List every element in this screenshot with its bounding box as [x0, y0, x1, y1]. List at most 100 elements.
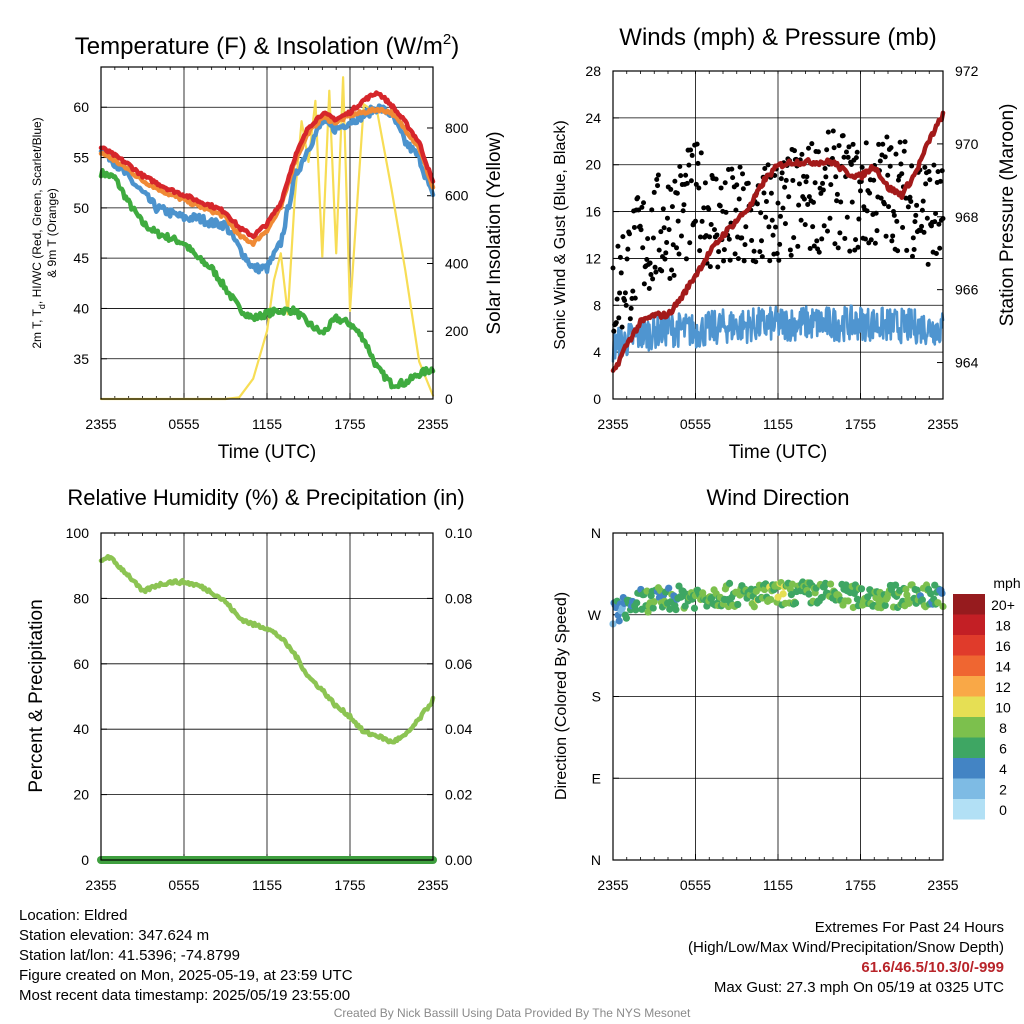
direction-point — [665, 584, 673, 592]
gust-point — [895, 248, 901, 254]
gust-point — [782, 221, 788, 227]
gust-point — [908, 198, 914, 204]
gust-point — [814, 238, 820, 244]
gust-point — [801, 196, 807, 202]
gust-point — [721, 258, 727, 264]
y-tick-label: N — [591, 525, 601, 541]
gust-point — [751, 248, 757, 254]
gust-point — [740, 171, 746, 177]
gust-point — [792, 148, 797, 154]
gust-point — [681, 202, 687, 208]
gust-point — [653, 269, 659, 275]
gust-point — [664, 215, 670, 221]
gust-point — [796, 202, 802, 208]
nine-m-temperature-line — [98, 106, 436, 247]
gust-point — [722, 180, 728, 186]
gust-point — [924, 215, 930, 221]
gust-point — [773, 224, 779, 230]
gust-point — [891, 212, 897, 218]
y-axis-label: Sonic Wind & Gust (Blue, Black) — [552, 120, 569, 349]
gust-point — [799, 151, 805, 157]
gust-point — [836, 143, 842, 149]
gust-point — [759, 254, 765, 260]
extremes-panel: Extremes For Past 24 Hours (High/Low/Max… — [688, 918, 1004, 998]
gust-point — [759, 238, 764, 244]
gust-point — [622, 290, 628, 296]
gust-point — [864, 208, 870, 214]
gust-point — [717, 203, 723, 209]
colorbar-label: 12 — [995, 679, 1011, 695]
gust-point — [647, 260, 653, 266]
gust-point — [807, 245, 813, 251]
gust-point — [652, 264, 658, 270]
colorbar-swatch — [953, 696, 985, 717]
gust-point — [619, 324, 625, 330]
gust-point — [695, 160, 701, 166]
gust-point — [767, 258, 773, 264]
y2-tick-label: 800 — [445, 120, 469, 136]
gust-point — [838, 199, 844, 205]
gust-point — [852, 247, 858, 253]
gust-point — [843, 149, 849, 155]
colorbar-swatch — [953, 778, 985, 799]
gust-point — [887, 163, 893, 169]
y2-tick-label: 0.08 — [445, 590, 472, 606]
x-tick-label: 1155 — [252, 877, 282, 893]
gust-point — [614, 296, 620, 302]
gust-point — [674, 245, 680, 251]
y2-tick-label: 0.04 — [445, 721, 472, 737]
x-tick-label: 2355 — [597, 416, 628, 432]
x-tick-label: 2355 — [85, 877, 116, 893]
y-tick-label: S — [592, 689, 601, 705]
gust-point — [683, 256, 689, 262]
colorbar-label: 18 — [995, 618, 1011, 634]
gust-point — [854, 149, 860, 155]
direction-point — [934, 599, 942, 607]
x-tick-label: 1155 — [763, 416, 793, 432]
gust-point — [886, 204, 892, 210]
y-label-part: , HI/WC (Red, Green, Scarlet/Blue) — [30, 117, 44, 304]
gust-point — [631, 224, 637, 230]
gust-point — [736, 196, 742, 202]
gust-point — [936, 221, 942, 227]
gust-point — [663, 250, 669, 256]
gust-point — [734, 182, 740, 188]
gust-point — [735, 256, 741, 262]
x-axis-label: Time (UTC) — [218, 442, 317, 463]
direction-point — [767, 595, 775, 604]
gust-point — [897, 139, 903, 145]
gust-point — [627, 316, 633, 322]
colorbar-label: 0 — [999, 802, 1007, 818]
gust-point — [668, 186, 674, 192]
direction-point — [918, 596, 926, 604]
gust-point — [623, 302, 629, 308]
gust-point — [675, 218, 681, 224]
colorbar-swatch — [953, 614, 985, 635]
gust-point — [616, 315, 622, 321]
speed-colorbar: mph 20+ 18 16 14 12 10 8 6 4 2 0 — [953, 575, 1021, 820]
x-tick-label: 2355 — [597, 877, 628, 893]
gust-point — [694, 141, 700, 147]
colorbar-swatch — [953, 737, 985, 758]
gust-point — [650, 276, 656, 282]
gust-point — [730, 175, 736, 181]
gust-point — [914, 202, 920, 208]
gust-point — [762, 165, 768, 171]
gust-point — [863, 140, 869, 146]
gust-point — [701, 205, 707, 211]
gust-point — [925, 261, 931, 267]
y-tick-label: N — [591, 852, 601, 868]
x-tick-label: 1155 — [252, 416, 282, 432]
gust-point — [820, 180, 826, 186]
gust-point — [835, 245, 841, 251]
gust-point — [806, 145, 812, 151]
direction-point — [615, 617, 623, 625]
gust-point — [798, 217, 804, 223]
gust-point — [911, 247, 917, 253]
gust-point — [937, 245, 943, 251]
gust-point — [904, 247, 910, 253]
y-tick-label: 8 — [593, 297, 601, 313]
gust-point — [822, 166, 828, 172]
gust-point — [769, 217, 775, 223]
gust-point — [819, 236, 825, 242]
